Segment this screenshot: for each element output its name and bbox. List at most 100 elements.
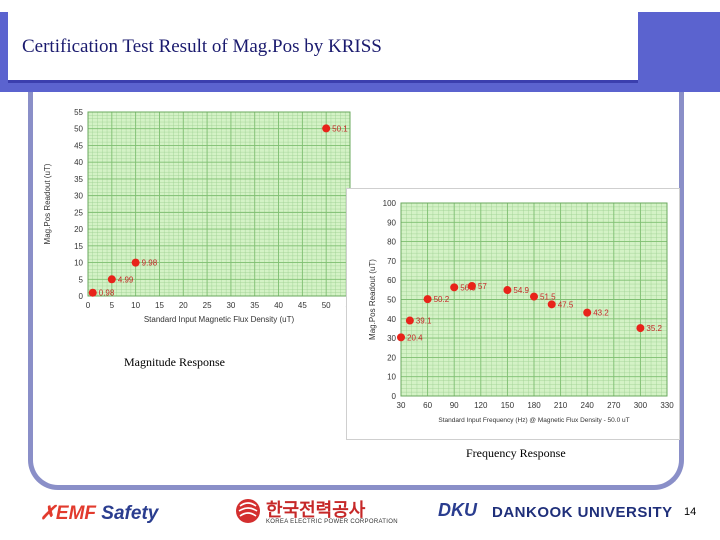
data-point — [107, 275, 116, 284]
data-label: 50.2 — [434, 295, 450, 304]
data-point — [131, 258, 140, 267]
title-panel: Certification Test Result of Mag.Pos by … — [8, 12, 638, 83]
x-tick-label: 25 — [203, 301, 212, 310]
y-tick-label: 0 — [392, 392, 397, 401]
x-tick-label: 120 — [474, 401, 488, 410]
y-tick-label: 30 — [74, 192, 83, 201]
y-tick-label: 50 — [74, 125, 83, 134]
y-tick-label: 20 — [387, 353, 396, 362]
y-tick-label: 10 — [74, 259, 83, 268]
data-label: 56.3 — [460, 283, 476, 292]
y-tick-label: 20 — [74, 225, 83, 234]
kepco-logo-korean: 한국전력공사 — [266, 500, 366, 520]
data-label: 35.2 — [646, 324, 662, 333]
data-point — [530, 292, 538, 301]
data-label: 54.9 — [513, 286, 529, 295]
x-tick-label: 90 — [450, 401, 459, 410]
x-tick-label: 30 — [226, 301, 235, 310]
x-tick-label: 5 — [110, 301, 115, 310]
dku-logo-mark: DKU — [438, 500, 477, 520]
magnitude-chart-svg: 0 5 10 15 20 25 30 35 40 45 50 55 0 5 10 15 20 25 30 35 40 45… — [43, 108, 355, 324]
plot-border — [400, 202, 668, 397]
y-tick-label: 40 — [74, 158, 83, 167]
data-label: 57 — [478, 282, 487, 291]
y-tick-label: 15 — [74, 242, 83, 251]
x-tick-label: 180 — [527, 401, 541, 410]
y-tick-label: 50 — [387, 296, 396, 305]
frequency-caption: Frequency Response — [466, 446, 566, 460]
emf-logo-mark-icon: ✗ — [40, 503, 56, 524]
frequency-chart-svg: 30 60 90 120 150 180 210 240 270 300 330 0 10 20 30 40 5… — [368, 199, 674, 424]
y-tick-label: 80 — [387, 238, 396, 247]
x-tick-label: 150 — [501, 401, 515, 410]
emf-safety-logo: ✗EMF Safety — [40, 502, 158, 525]
x-tick-label: 60 — [423, 401, 432, 410]
y-tick-label: 60 — [387, 276, 396, 285]
data-point — [636, 324, 645, 333]
y-axis-label: Mag.Pos Readout (uT) — [43, 163, 52, 244]
plot-area — [88, 112, 350, 296]
data-point — [88, 288, 97, 297]
x-tick-label: 0 — [86, 301, 91, 310]
x-tick-label: 330 — [660, 401, 674, 410]
data-point — [405, 316, 414, 325]
data-point — [503, 286, 512, 295]
x-tick-label: 30 — [397, 401, 406, 410]
y-tick-label: 100 — [383, 199, 397, 208]
x-tick-label: 40 — [274, 301, 283, 310]
y-tick-label: 10 — [387, 373, 396, 382]
x-tick-label: 300 — [634, 401, 648, 410]
emf-logo-prefix: EMF — [55, 503, 97, 524]
data-label: 43.2 — [593, 309, 609, 318]
x-tick-label: 270 — [607, 401, 621, 410]
x-tick-label: 50 — [322, 301, 331, 310]
data-label: 0.98 — [99, 289, 115, 298]
y-tick-label: 25 — [74, 208, 83, 217]
dku-logo-name: DANKOOK UNIVERSITY — [492, 504, 673, 521]
x-tick-label: 240 — [581, 401, 595, 410]
title-bar: Certification Test Result of Mag.Pos by … — [0, 12, 720, 92]
x-tick-label: 20 — [179, 301, 188, 310]
data-point — [583, 308, 592, 317]
kepco-logo-english: KOREA ELECTRIC POWER CORPORATION — [266, 519, 398, 525]
emf-logo-suffix: Safety — [96, 503, 159, 524]
y-tick-label: 70 — [387, 257, 396, 266]
data-label: 39.1 — [416, 317, 432, 326]
data-point — [467, 281, 476, 290]
x-axis-label: Standard Input Frequency (Hz) @ Magnetic… — [438, 417, 629, 424]
y-tick-label: 90 — [387, 218, 396, 227]
x-tick-label: 35 — [250, 301, 259, 310]
magnitude-caption: Magnitude Response — [124, 355, 225, 369]
data-label: 47.5 — [558, 300, 574, 309]
y-tick-label: 0 — [79, 292, 84, 301]
content-frame — [28, 92, 684, 490]
x-tick-label: 15 — [155, 301, 164, 310]
data-label: 9.98 — [142, 259, 158, 268]
x-tick-label: 45 — [298, 301, 307, 310]
page-number: 14 — [684, 506, 697, 518]
y-tick-label: 5 — [79, 275, 84, 284]
data-label: 4.99 — [118, 275, 134, 284]
y-axis-label: Mag.Pos Readout (uT) — [368, 259, 377, 340]
data-point — [547, 300, 556, 309]
frequency-chart: 30 60 90 120 150 180 210 240 270 300 330 0 10 20 30 40 5… — [346, 188, 680, 440]
data-label: 20.4 — [407, 333, 423, 342]
data-label: 50.1 — [332, 124, 348, 133]
y-tick-label: 55 — [74, 108, 83, 117]
y-tick-label: 30 — [387, 334, 396, 343]
y-tick-label: 45 — [74, 141, 83, 150]
data-point — [423, 295, 432, 304]
y-tick-label: 40 — [387, 315, 396, 324]
data-point — [322, 124, 331, 133]
footer: ✗EMF Safety 한국전력공사 KOREA ELECTRIC POWER … — [0, 492, 720, 540]
data-label: 51.5 — [540, 293, 556, 302]
x-tick-label: 210 — [554, 401, 568, 410]
kepco-emblem-icon — [236, 499, 260, 523]
data-point — [450, 283, 459, 292]
data-point — [397, 333, 405, 342]
y-tick-label: 35 — [74, 175, 83, 184]
x-axis-label: Standard Input Magnetic Flux Density (uT… — [144, 315, 295, 324]
x-tick-label: 10 — [131, 301, 140, 310]
slide-title: Certification Test Result of Mag.Pos by … — [22, 36, 382, 57]
magnitude-chart: 0 5 10 15 20 25 30 35 40 45 50 55 0 5 10 15 20 25 30 35 40 45… — [34, 98, 360, 342]
